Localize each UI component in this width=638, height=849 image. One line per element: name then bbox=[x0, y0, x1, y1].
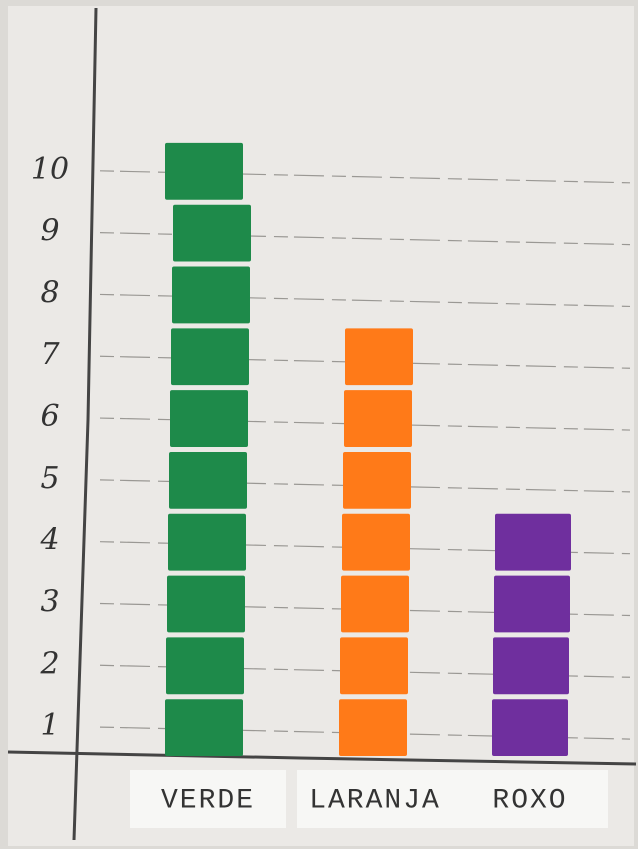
bar bbox=[165, 142, 251, 756]
bar-block bbox=[339, 699, 407, 756]
bar-block bbox=[342, 513, 410, 571]
bar bbox=[492, 513, 571, 756]
x-tick-label: VERDE bbox=[161, 785, 255, 816]
y-tick-label: 6 bbox=[40, 399, 59, 434]
y-axis bbox=[72, 7, 98, 841]
y-tick-label: 2 bbox=[39, 646, 59, 681]
bar-block bbox=[165, 699, 243, 756]
bar-block bbox=[494, 575, 570, 633]
y-tick-label: 7 bbox=[40, 337, 60, 372]
category-card bbox=[297, 770, 453, 828]
bar-block bbox=[166, 637, 244, 695]
y-tick-label: 3 bbox=[40, 584, 59, 619]
y-tick-label: 9 bbox=[40, 214, 59, 249]
x-tick-label: LARANJA bbox=[309, 785, 441, 816]
x-tick-label: ROXO bbox=[492, 785, 567, 816]
y-tick-label: 5 bbox=[40, 461, 59, 496]
y-tick-label: 4 bbox=[39, 523, 59, 558]
bar-block bbox=[340, 637, 408, 695]
x-axis bbox=[7, 750, 637, 766]
bar-block bbox=[168, 513, 246, 571]
bar-block bbox=[343, 451, 411, 509]
bar-block bbox=[344, 390, 412, 447]
bar-block bbox=[171, 328, 249, 386]
bar-block bbox=[169, 451, 247, 509]
bar-block bbox=[345, 328, 413, 386]
bar-block bbox=[173, 204, 251, 262]
bar-block bbox=[495, 513, 571, 571]
bar-block bbox=[172, 266, 250, 324]
bar-block bbox=[165, 142, 243, 200]
category-card bbox=[452, 770, 608, 828]
bar-block bbox=[492, 699, 568, 756]
bar-block bbox=[170, 390, 248, 447]
y-tick-label: 1 bbox=[40, 708, 59, 743]
bar-block bbox=[167, 575, 245, 633]
bar-block bbox=[493, 637, 569, 695]
bar bbox=[339, 328, 413, 756]
y-tick-label: 8 bbox=[40, 275, 59, 310]
category-card bbox=[130, 770, 286, 828]
y-tick-label: 10 bbox=[31, 152, 69, 187]
bar-block bbox=[341, 575, 409, 633]
